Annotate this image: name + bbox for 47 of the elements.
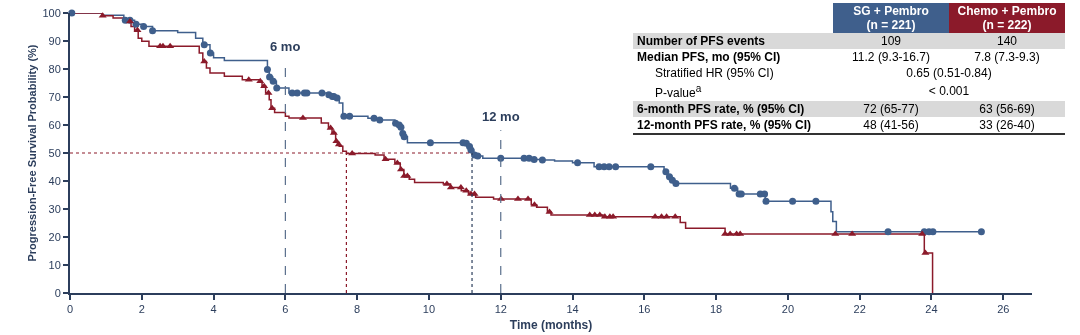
x-axis-title: Time (months) — [509, 317, 593, 332]
ref-line-label: 12 mo — [482, 109, 520, 124]
category-label: Number of PFS events — [637, 34, 766, 48]
category-label: 12-month PFS rate, % (95% CI) — [637, 118, 812, 132]
category-label: SG + Pembro (n = 221) — [833, 3, 949, 33]
x-tick-label: 4 — [210, 303, 217, 316]
x-tick-label: 18 — [709, 303, 723, 316]
y-tick-label: 20 — [48, 230, 61, 243]
x-tick-label: 16 — [638, 303, 651, 316]
y-tick-label: 0 — [54, 286, 61, 299]
x-tick-label: 20 — [781, 303, 795, 316]
category-label: Chemo + Pembro (n = 222) — [949, 3, 1065, 33]
text: 33 (26-40) — [979, 118, 1035, 132]
y-tick-label: 30 — [48, 202, 61, 215]
text: 72 (65-77) — [863, 102, 919, 116]
y-tick-label: 80 — [48, 62, 61, 75]
y-tick-label: 90 — [48, 34, 61, 47]
x-tick-label: 0 — [66, 303, 74, 316]
x-tick-label: 10 — [422, 303, 436, 316]
x-tick-label: 8 — [354, 303, 361, 316]
y-tick-label: 10 — [48, 258, 61, 271]
x-tick-label: 24 — [925, 303, 938, 316]
category-label: Stratified HR (95% CI) — [655, 66, 774, 80]
y-tick-label: 70 — [48, 90, 61, 103]
y-tick-label: 50 — [48, 146, 61, 159]
x-tick-label: 14 — [566, 303, 579, 316]
text: 11.2 (9.3-16.7) — [852, 50, 930, 64]
x-tick-label: 6 — [282, 303, 289, 316]
category-label: Median PFS, mo (95% CI) — [637, 50, 781, 64]
ref-line-label: 6 mo — [270, 39, 301, 54]
x-tick-label: 26 — [997, 303, 1010, 316]
category-label: 6-month PFS rate, % (95% CI) — [637, 102, 805, 116]
x-tick-label: 22 — [853, 303, 866, 316]
category-label: P-value$^{a}$ — [655, 83, 702, 100]
text: 109 — [880, 34, 902, 48]
text: 7.8 (7.3-9.3) — [974, 50, 1040, 64]
text: 0.65 (0.51-0.84) — [906, 66, 992, 80]
y-tick-label: 40 — [48, 174, 61, 187]
y-axis-title: Progression-Free Survival Probability (%) — [25, 44, 38, 262]
x-tick-label: 2 — [138, 303, 145, 316]
y-tick-label: 100 — [42, 6, 61, 19]
text: 48 (41-56) — [863, 118, 919, 132]
x-tick-label: 12 — [494, 303, 507, 316]
text: < 0.001 — [928, 84, 970, 98]
y-tick-label: 60 — [48, 118, 61, 131]
text: 140 — [996, 34, 1018, 48]
text: 63 (56-69) — [979, 102, 1035, 116]
